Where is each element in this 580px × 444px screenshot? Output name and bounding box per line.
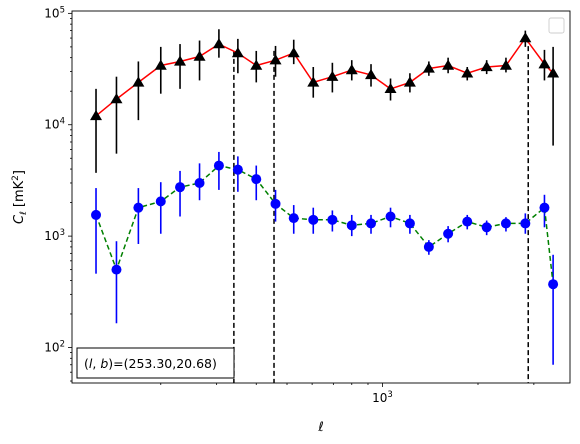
data-point xyxy=(111,264,122,275)
y-tick-label: 102 xyxy=(44,339,65,354)
data-point xyxy=(345,64,358,75)
x-axis-label: ℓ xyxy=(317,420,323,435)
x-tick-label: 103 xyxy=(372,390,393,405)
data-point xyxy=(326,70,339,81)
plot-frame xyxy=(71,10,571,384)
data-point xyxy=(548,279,559,290)
data-point xyxy=(500,218,511,229)
data-point xyxy=(250,59,263,70)
data-point xyxy=(110,93,123,104)
data-point xyxy=(404,218,415,229)
data-point xyxy=(538,58,551,69)
data-point xyxy=(499,59,512,70)
data-point xyxy=(194,177,205,188)
legend-box xyxy=(548,17,565,34)
annotation-box: (l, b)=(253.30,20.68) xyxy=(76,347,235,379)
data-point xyxy=(423,241,434,252)
y-tick-label: 105 xyxy=(44,5,65,20)
data-point xyxy=(213,160,224,171)
data-point xyxy=(385,211,396,222)
data-point xyxy=(539,202,550,213)
axis-layer: 102 103 104 105 103 xyxy=(44,5,535,405)
data-point xyxy=(442,59,455,70)
data-point xyxy=(90,109,103,121)
data-point xyxy=(308,214,319,225)
data-point xyxy=(193,50,206,61)
data-point xyxy=(327,214,338,225)
y-tick-label: 103 xyxy=(44,228,65,243)
annotation-text: (l, b)=(253.30,20.68) xyxy=(84,356,217,371)
data-point xyxy=(403,76,416,87)
data-point xyxy=(132,76,145,87)
data-point xyxy=(481,222,492,233)
data-point xyxy=(365,68,378,80)
data-point xyxy=(288,213,299,224)
data-point xyxy=(154,59,167,70)
series-2 xyxy=(91,151,559,365)
data-point xyxy=(155,196,166,207)
data-point xyxy=(232,164,243,175)
vertical-lines xyxy=(233,38,529,383)
data-point xyxy=(175,182,186,193)
data-point xyxy=(174,55,187,66)
data-point xyxy=(287,47,300,58)
data-point xyxy=(212,38,225,49)
data-point xyxy=(270,198,281,209)
data-point xyxy=(422,62,435,73)
data-point xyxy=(231,47,244,58)
y-axis-label: Cℓ [mK2] xyxy=(11,170,29,224)
data-point xyxy=(384,82,397,94)
data-point xyxy=(547,67,560,78)
data-point xyxy=(91,209,102,220)
data-point xyxy=(443,228,454,239)
data-point xyxy=(269,54,282,65)
data-point xyxy=(346,220,357,231)
data-point xyxy=(462,216,473,227)
data-point xyxy=(480,60,493,72)
data-point xyxy=(519,32,532,43)
series-layer xyxy=(90,29,560,365)
data-point xyxy=(461,67,474,78)
y-tick-label: 104 xyxy=(44,117,65,132)
data-point xyxy=(133,202,144,213)
data-point xyxy=(251,174,262,185)
data-point xyxy=(366,218,377,229)
series-1 xyxy=(90,29,560,173)
data-point xyxy=(520,218,531,229)
data-point xyxy=(307,76,320,87)
